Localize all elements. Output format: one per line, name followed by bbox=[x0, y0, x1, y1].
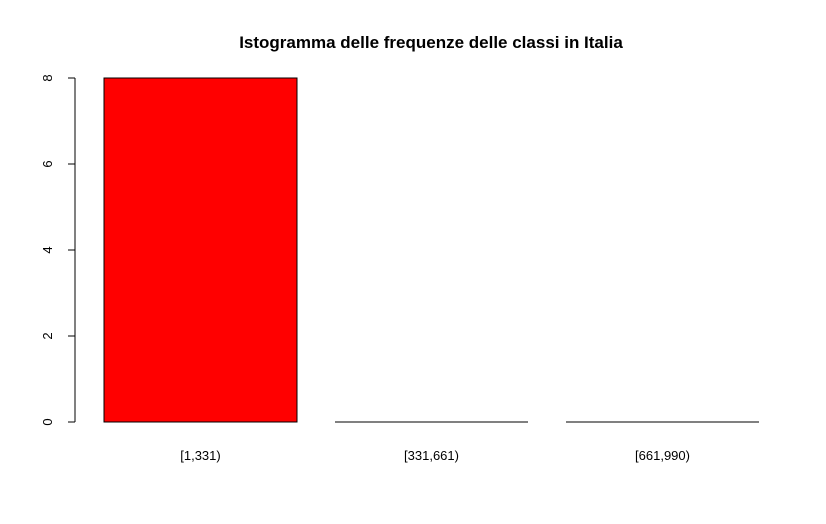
y-tick-label: 4 bbox=[40, 246, 55, 253]
x-category-label: [331,661) bbox=[404, 448, 459, 463]
y-tick-label: 8 bbox=[40, 74, 55, 81]
y-axis-ticks: 0 2 4 6 8 bbox=[40, 74, 75, 426]
x-axis-labels: [1,331) [331,661) [661,990) bbox=[180, 448, 690, 463]
x-category-label: [661,990) bbox=[635, 448, 690, 463]
y-tick-label: 6 bbox=[40, 160, 55, 167]
bars-group bbox=[103, 77, 759, 423]
chart-title: Istogramma delle frequenze delle classi … bbox=[239, 33, 623, 52]
y-tick-label: 0 bbox=[40, 418, 55, 425]
bar bbox=[103, 77, 298, 423]
y-tick-label: 2 bbox=[40, 332, 55, 339]
x-category-label: [1,331) bbox=[180, 448, 220, 463]
